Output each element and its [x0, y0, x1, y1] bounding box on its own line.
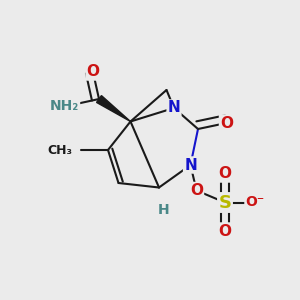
Text: O: O	[220, 116, 233, 130]
Text: O: O	[86, 64, 100, 80]
Text: O⁻: O⁻	[245, 196, 265, 209]
Text: O: O	[218, 224, 232, 238]
Text: N: N	[168, 100, 180, 116]
Text: O: O	[190, 183, 203, 198]
Text: NH₂: NH₂	[50, 100, 79, 113]
Text: H: H	[158, 203, 169, 217]
Text: S: S	[218, 194, 232, 211]
Text: CH₃: CH₃	[47, 143, 73, 157]
Text: O: O	[218, 167, 232, 182]
Polygon shape	[97, 96, 130, 122]
Text: N: N	[184, 158, 197, 172]
